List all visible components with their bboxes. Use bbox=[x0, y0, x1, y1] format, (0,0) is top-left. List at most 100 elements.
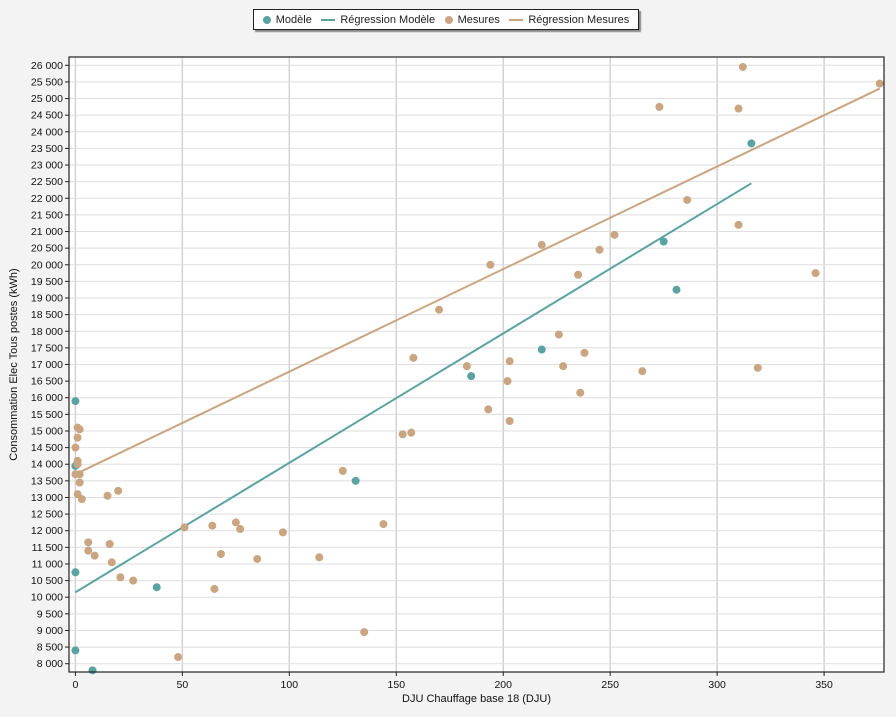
data-point[interactable] bbox=[315, 553, 324, 562]
data-point[interactable] bbox=[379, 520, 388, 529]
data-point[interactable] bbox=[574, 270, 583, 279]
data-point[interactable] bbox=[484, 405, 493, 414]
y-tick-label: 11 000 bbox=[32, 558, 63, 570]
y-tick-label: 23 500 bbox=[31, 143, 63, 155]
data-point[interactable] bbox=[559, 362, 568, 371]
x-tick-label: 50 bbox=[177, 679, 189, 691]
data-point[interactable] bbox=[398, 430, 407, 439]
data-point[interactable] bbox=[753, 363, 762, 372]
legend-item-modele[interactable]: Modèle bbox=[262, 13, 312, 26]
y-tick-label: 13 000 bbox=[31, 492, 63, 504]
data-point[interactable] bbox=[90, 551, 99, 560]
data-point[interactable] bbox=[103, 491, 112, 500]
data-point[interactable] bbox=[537, 240, 546, 249]
data-point[interactable] bbox=[554, 330, 563, 339]
data-point[interactable] bbox=[467, 372, 476, 381]
legend-marker-regression-mesures bbox=[509, 18, 524, 21]
data-point[interactable] bbox=[655, 102, 664, 111]
data-point[interactable] bbox=[435, 305, 444, 314]
data-point[interactable] bbox=[129, 576, 138, 585]
data-point[interactable] bbox=[338, 466, 347, 475]
data-point[interactable] bbox=[114, 486, 123, 495]
y-tick-label: 21 500 bbox=[31, 209, 63, 221]
x-tick-label: 150 bbox=[388, 679, 406, 691]
y-tick-label: 24 500 bbox=[31, 110, 63, 122]
y-tick-label: 8 500 bbox=[37, 642, 63, 654]
legend-marker-mesures bbox=[444, 15, 453, 24]
grid-lines bbox=[69, 57, 884, 672]
data-point[interactable] bbox=[71, 646, 80, 655]
y-axis-title: Consommation Elec Tous postes (kWh) bbox=[8, 268, 20, 460]
data-point[interactable] bbox=[576, 388, 585, 397]
data-point[interactable] bbox=[407, 428, 416, 437]
data-point[interactable] bbox=[231, 518, 240, 527]
data-point[interactable] bbox=[875, 79, 884, 88]
data-point[interactable] bbox=[505, 417, 514, 426]
data-point[interactable] bbox=[71, 443, 80, 452]
data-point[interactable] bbox=[278, 528, 287, 537]
data-point[interactable] bbox=[88, 666, 97, 675]
data-point[interactable] bbox=[747, 139, 756, 148]
data-point[interactable] bbox=[672, 285, 681, 294]
data-point[interactable] bbox=[116, 573, 125, 582]
data-point[interactable] bbox=[659, 237, 668, 246]
data-point[interactable] bbox=[107, 558, 116, 567]
data-point[interactable] bbox=[811, 269, 820, 278]
legend-label-modele: Modèle bbox=[275, 13, 312, 26]
data-point[interactable] bbox=[462, 362, 471, 371]
data-point[interactable] bbox=[73, 460, 82, 469]
y-tick-label: 19 500 bbox=[31, 276, 63, 288]
data-point[interactable] bbox=[84, 538, 93, 547]
legend-item-regression-mesures[interactable]: Régression Mesures bbox=[509, 14, 629, 26]
legend-item-regression-modele[interactable]: Régression Modèle bbox=[321, 14, 435, 26]
legend-item-mesures[interactable]: Mesures bbox=[444, 13, 500, 26]
data-point[interactable] bbox=[503, 377, 512, 386]
plot-frame bbox=[68, 56, 885, 673]
data-point[interactable] bbox=[537, 345, 546, 354]
data-point[interactable] bbox=[734, 104, 743, 113]
data-point[interactable] bbox=[152, 583, 161, 592]
y-tick-label: 16 500 bbox=[31, 376, 63, 388]
y-tick-label: 16 000 bbox=[31, 392, 63, 404]
data-point[interactable] bbox=[71, 568, 80, 577]
data-point[interactable] bbox=[208, 521, 217, 530]
data-point[interactable] bbox=[73, 433, 82, 442]
data-point[interactable] bbox=[75, 470, 84, 479]
data-point[interactable] bbox=[409, 353, 418, 362]
data-point[interactable] bbox=[180, 523, 189, 532]
y-tick-label: 15 500 bbox=[31, 409, 63, 421]
data-point[interactable] bbox=[84, 546, 93, 555]
data-point[interactable] bbox=[253, 554, 262, 563]
data-point[interactable] bbox=[174, 653, 183, 662]
data-point[interactable] bbox=[75, 478, 84, 487]
data-point[interactable] bbox=[360, 628, 369, 637]
data-point[interactable] bbox=[216, 549, 225, 558]
data-point[interactable] bbox=[210, 584, 219, 593]
data-point[interactable] bbox=[236, 525, 245, 534]
legend-label-regression-modele: Régression Modèle bbox=[340, 13, 436, 26]
data-point[interactable] bbox=[738, 62, 747, 71]
y-tick-label: 20 000 bbox=[31, 259, 63, 271]
data-point[interactable] bbox=[580, 348, 589, 357]
data-point[interactable] bbox=[71, 397, 80, 406]
data-point[interactable] bbox=[105, 540, 114, 549]
data-point[interactable] bbox=[734, 220, 743, 229]
data-point[interactable] bbox=[595, 245, 604, 254]
y-tick-label: 25 000 bbox=[31, 93, 63, 105]
y-tick-label: 25 500 bbox=[31, 76, 63, 88]
data-point[interactable] bbox=[505, 357, 514, 366]
legend-label-mesures: Mesures bbox=[457, 13, 500, 26]
data-point[interactable] bbox=[638, 367, 647, 376]
y-tick-label: 10 000 bbox=[31, 592, 63, 604]
data-point[interactable] bbox=[351, 476, 360, 485]
data-point[interactable] bbox=[610, 230, 619, 239]
y-tick-label: 11 500 bbox=[32, 542, 63, 554]
x-tick-label: 100 bbox=[281, 679, 299, 691]
data-point[interactable] bbox=[683, 195, 692, 204]
x-axis-ticks: 0 50 100 150 200 250 300 350 bbox=[72, 672, 833, 691]
data-point[interactable] bbox=[77, 495, 86, 504]
y-tick-label: 12 500 bbox=[31, 509, 63, 521]
data-point[interactable] bbox=[486, 260, 495, 269]
data-point[interactable] bbox=[75, 425, 84, 434]
